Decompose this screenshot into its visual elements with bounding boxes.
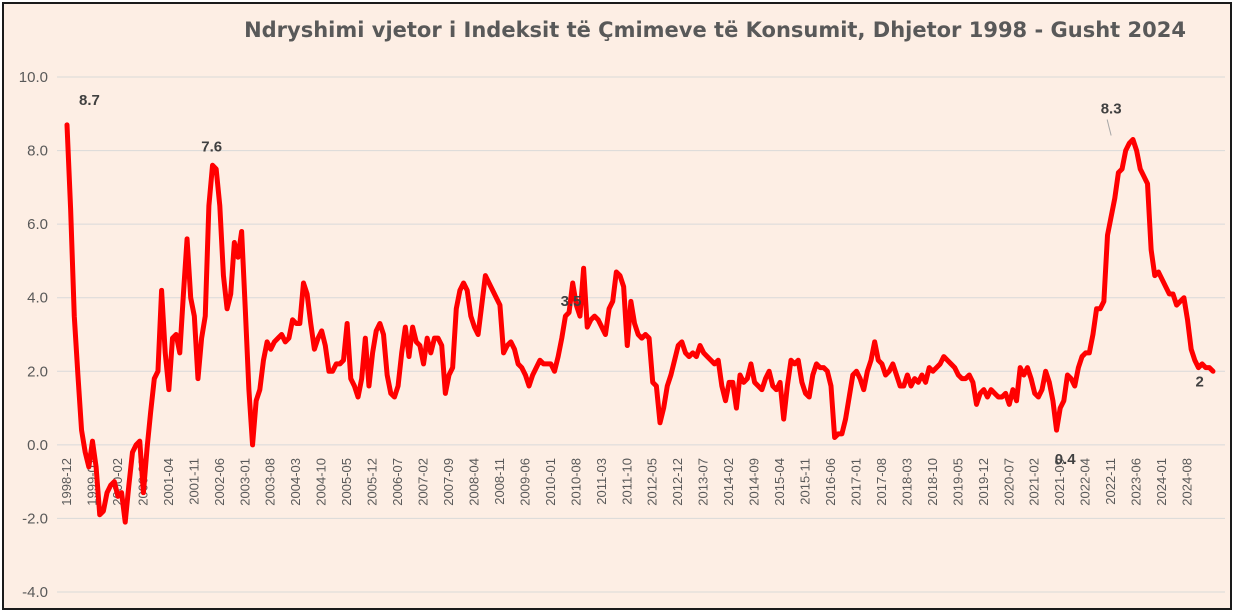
x-tick-label: 2011-03 bbox=[594, 458, 609, 505]
data-label: 8.7 bbox=[79, 92, 100, 109]
x-tick-label: 2018-10 bbox=[925, 458, 940, 506]
x-tick-label: 2005-05 bbox=[339, 458, 354, 506]
x-tick-label: 2022-11 bbox=[1103, 458, 1118, 505]
x-tick-label: 2024-08 bbox=[1180, 458, 1195, 506]
data-label: 7.6 bbox=[201, 138, 222, 155]
x-tick-label: 2015-11 bbox=[798, 458, 813, 505]
cpi-line bbox=[64, 122, 1216, 525]
cpi-series bbox=[64, 122, 1216, 525]
x-tick-label: 2007-02 bbox=[416, 458, 431, 506]
x-tick-label: 2012-05 bbox=[645, 458, 660, 506]
x-tick-label: 2019-05 bbox=[950, 458, 965, 506]
x-tick-label: 2010-01 bbox=[543, 458, 558, 506]
x-tick-label: 2020-07 bbox=[1001, 458, 1016, 506]
x-tick-label: 2023-06 bbox=[1129, 458, 1144, 506]
x-tick-label: 2014-09 bbox=[747, 458, 762, 506]
data-label: 2 bbox=[1196, 373, 1204, 390]
y-tick-label: 6.0 bbox=[27, 216, 48, 233]
x-tick-label: 2024-01 bbox=[1154, 458, 1169, 506]
y-tick-label: 2.0 bbox=[27, 363, 48, 380]
y-tick-label: -2.0 bbox=[22, 510, 48, 527]
x-tick-label: 2003-08 bbox=[263, 458, 278, 506]
data-label: 3.5 bbox=[561, 293, 582, 310]
x-tick-label: 2009-06 bbox=[517, 458, 532, 506]
x-tick-label: 2007-09 bbox=[441, 458, 456, 506]
y-tick-label: 10.0 bbox=[19, 69, 48, 86]
x-tick-label: 2008-04 bbox=[466, 458, 481, 506]
y-tick-label: 8.0 bbox=[27, 143, 48, 160]
x-tick-label: 2013-07 bbox=[696, 458, 711, 506]
chart-title: Ndryshimi vjetor i Indeksit të Çmimeve t… bbox=[244, 18, 1186, 42]
x-tick-label: 2015-04 bbox=[772, 458, 787, 506]
x-tick-label: 2010-08 bbox=[568, 458, 583, 506]
x-tick-label: 2008-11 bbox=[492, 458, 507, 505]
y-tick-label: 4.0 bbox=[27, 290, 48, 307]
label-leader-line bbox=[1106, 119, 1112, 136]
y-tick-label: 0.0 bbox=[27, 437, 48, 454]
x-tick-label: 2017-08 bbox=[874, 458, 889, 506]
x-tick-label: 1998-12 bbox=[59, 458, 74, 506]
x-tick-label: 2021-02 bbox=[1027, 458, 1042, 506]
x-axis: 1998-12 1999-07 2000-02 2000-09 2001-04 2001-… bbox=[59, 458, 1195, 506]
x-tick-label: 2001-11 bbox=[186, 458, 201, 505]
x-tick-label: 2014-02 bbox=[721, 458, 736, 506]
x-tick-label: 2001-04 bbox=[161, 458, 176, 506]
x-tick-label: 2005-12 bbox=[365, 458, 380, 506]
x-tick-label: 2011-10 bbox=[619, 458, 634, 505]
x-tick-label: 2022-04 bbox=[1078, 458, 1093, 506]
data-labels: 8.7 7.6 3.5 0.4 8.3 2 bbox=[79, 92, 1204, 468]
x-tick-label: 2019-12 bbox=[976, 458, 991, 506]
x-tick-label: 2017-01 bbox=[848, 458, 863, 506]
y-tick-label: -4.0 bbox=[22, 584, 48, 601]
data-label: 8.3 bbox=[1101, 101, 1122, 118]
x-tick-label: 2004-03 bbox=[288, 458, 303, 506]
data-label: 0.4 bbox=[1055, 451, 1077, 468]
x-tick-label: 2006-07 bbox=[390, 458, 405, 506]
y-axis: 10.0 8.0 6.0 4.0 2.0 0.0 -2.0 -4.0 bbox=[19, 69, 48, 601]
x-tick-label: 2002-06 bbox=[212, 458, 227, 506]
x-tick-label: 2021-09 bbox=[1052, 458, 1067, 506]
x-tick-label: 2003-01 bbox=[237, 458, 252, 506]
x-tick-label: 2018-03 bbox=[899, 458, 914, 506]
x-tick-label: 2012-12 bbox=[670, 458, 685, 506]
x-tick-label: 2004-10 bbox=[314, 458, 329, 506]
x-tick-label: 2016-06 bbox=[823, 458, 838, 506]
